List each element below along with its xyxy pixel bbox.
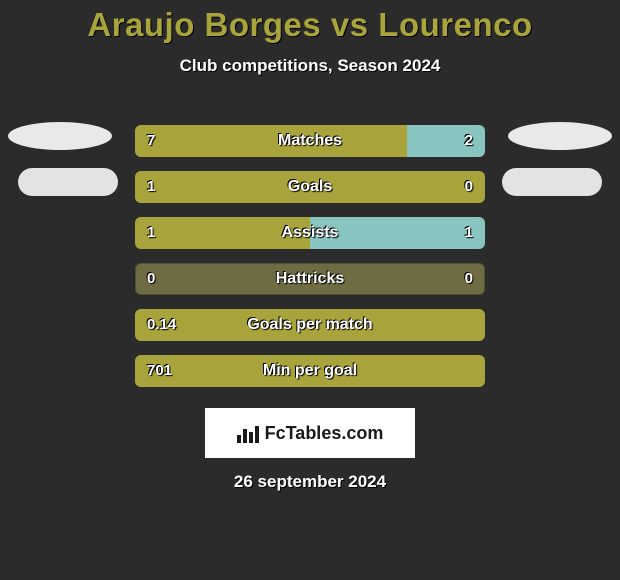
stat-value-left: 1 [147, 217, 155, 249]
player-left-name: Araujo Borges [87, 6, 321, 43]
vs-text: vs [331, 6, 369, 43]
chip-icon [18, 168, 118, 196]
subtitle: Club competitions, Season 2024 [0, 56, 620, 76]
stat-value-left: 1 [147, 171, 155, 203]
stat-value-right: 0 [465, 171, 473, 203]
stat-bar: 11Assists [135, 217, 485, 249]
stat-bar: 701Min per goal [135, 355, 485, 387]
stat-row: 11Assists [0, 210, 620, 256]
chip-icon [502, 168, 602, 196]
bar-left-fill [135, 309, 485, 341]
stat-value-left: 7 [147, 125, 155, 157]
stat-bar: 0 0Hattricks [135, 263, 485, 295]
stat-bar: 10Goals [135, 171, 485, 203]
stat-value-left: 0 [147, 263, 155, 295]
stats-rows: 72Matches10Goals11Assists00Hattricks0.14… [0, 118, 620, 394]
stat-bar: 0.14Goals per match [135, 309, 485, 341]
bar-left-fill [135, 171, 485, 203]
ellipse-icon [8, 122, 112, 150]
stat-value-right: 1 [465, 217, 473, 249]
bars-icon [237, 423, 259, 443]
fctables-brand: FcTables.com [205, 408, 415, 458]
stat-row: 72Matches [0, 118, 620, 164]
stat-row: 0.14Goals per match [0, 302, 620, 348]
bar-left-fill [135, 125, 407, 157]
page-title: Araujo Borges vs Lourenco [0, 0, 620, 44]
stat-value-right: 0 [465, 263, 473, 295]
stat-bar: 72Matches [135, 125, 485, 157]
bar-left-fill [135, 217, 310, 249]
stat-value-left: 701 [147, 355, 172, 387]
bar-right-fill [407, 125, 485, 157]
stat-label: Hattricks [135, 263, 485, 295]
stat-value-left: 0.14 [147, 309, 176, 341]
player-right-name: Lourenco [378, 6, 532, 43]
stat-value-right: 2 [465, 125, 473, 157]
bar-left-fill [135, 355, 485, 387]
bar-right-fill [310, 217, 485, 249]
ellipse-icon [508, 122, 612, 150]
stat-row: 10Goals [0, 164, 620, 210]
date-text: 26 september 2024 [0, 472, 620, 492]
stat-row: 0 0Hattricks [0, 256, 620, 302]
brand-text: FcTables.com [265, 423, 384, 444]
stat-row: 701Min per goal [0, 348, 620, 394]
